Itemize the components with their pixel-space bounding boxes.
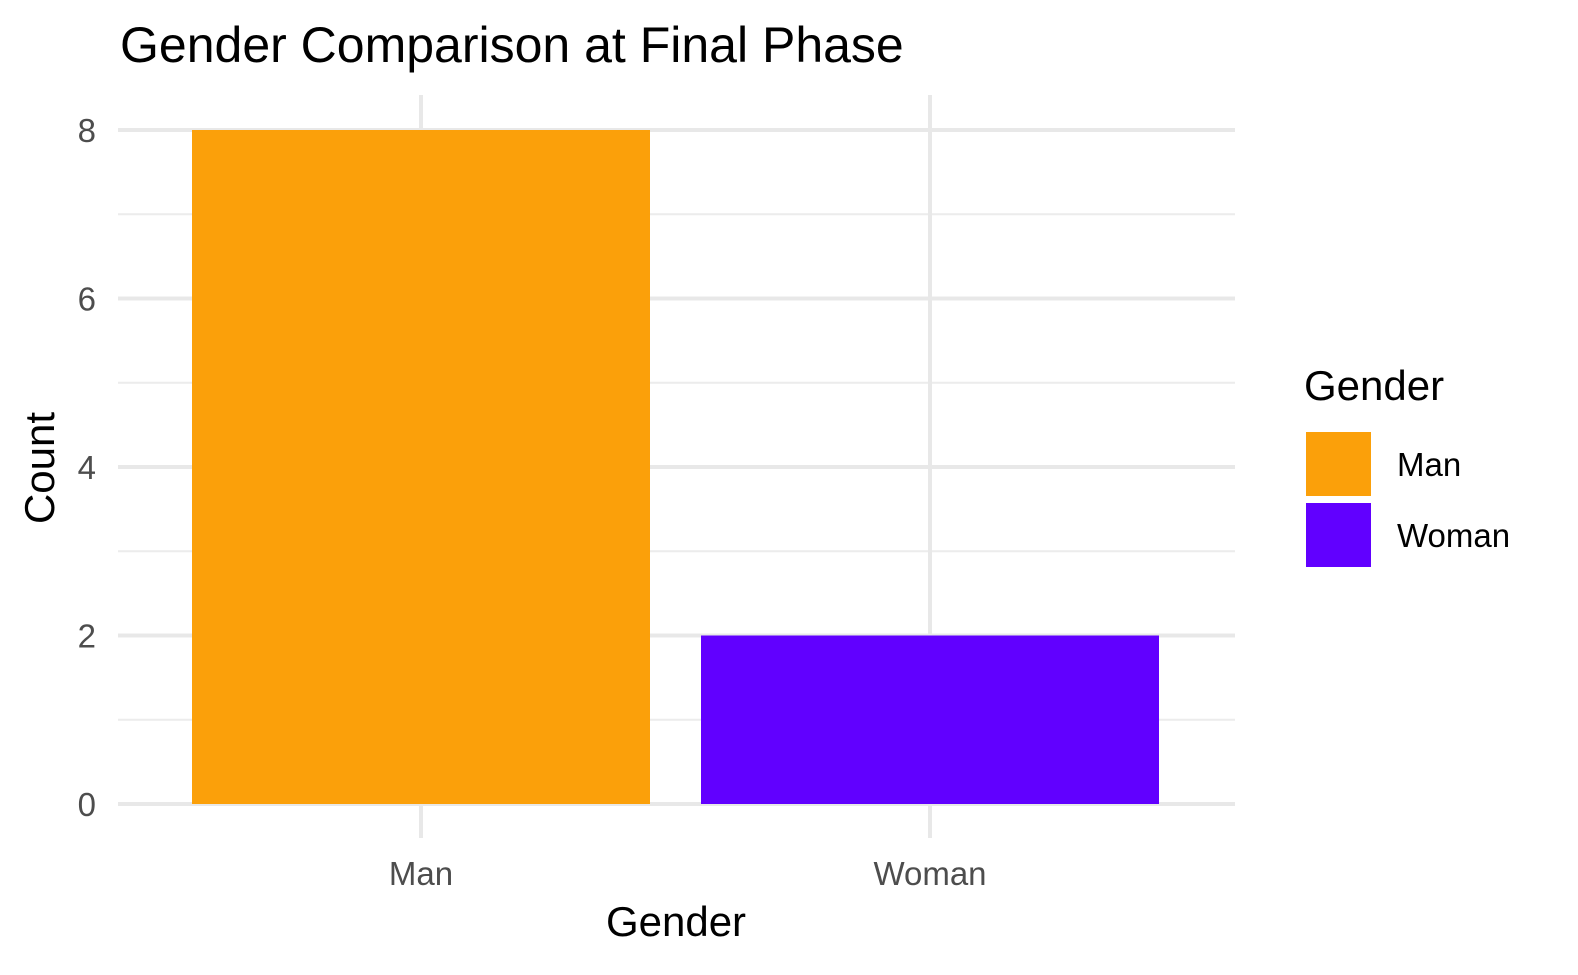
legend: Gender Man Woman bbox=[1304, 362, 1510, 567]
legend-label-man: Man bbox=[1397, 446, 1461, 483]
y-tick-label: 8 bbox=[78, 112, 96, 149]
legend-label-woman: Woman bbox=[1397, 517, 1510, 554]
y-axis-title: Count bbox=[16, 412, 63, 524]
legend-title: Gender bbox=[1304, 362, 1444, 409]
y-tick-label: 6 bbox=[78, 281, 96, 318]
legend-swatch-woman bbox=[1306, 503, 1371, 567]
x-tick-label: Woman bbox=[873, 855, 986, 892]
y-tick-label: 2 bbox=[78, 618, 96, 655]
x-axis-ticks: Man Woman bbox=[389, 855, 987, 892]
chart-title: Gender Comparison at Final Phase bbox=[120, 17, 904, 73]
bar-man bbox=[192, 130, 650, 804]
bar-woman bbox=[701, 635, 1159, 804]
y-axis-ticks: 0 2 4 6 8 bbox=[78, 112, 96, 823]
x-tick-label: Man bbox=[389, 855, 453, 892]
bars-group bbox=[192, 130, 1159, 804]
y-tick-label: 0 bbox=[78, 786, 96, 823]
legend-swatch-man bbox=[1306, 432, 1371, 496]
y-tick-label: 4 bbox=[78, 449, 96, 486]
x-axis-title: Gender bbox=[606, 898, 746, 945]
